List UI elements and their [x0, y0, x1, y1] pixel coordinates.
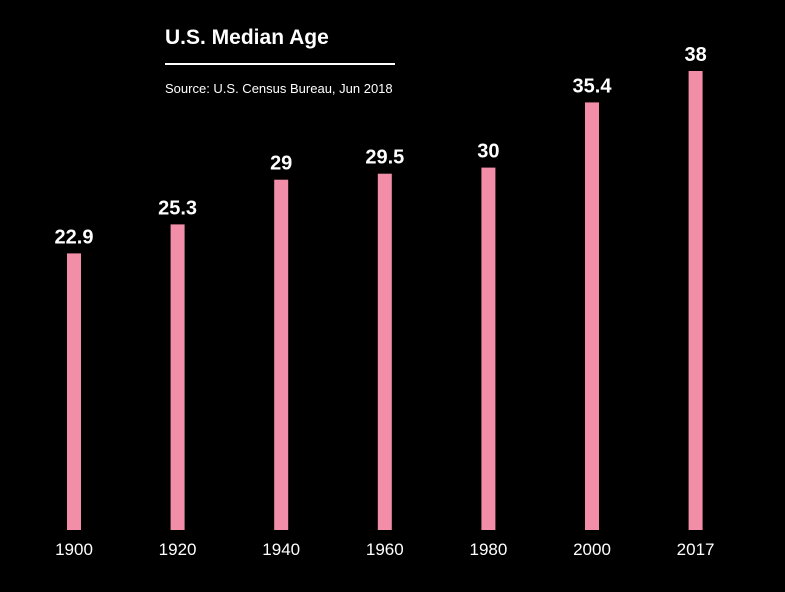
- bar-1920: [170, 224, 185, 530]
- value-label-1940: 29: [270, 153, 292, 175]
- title-rule: [165, 63, 395, 65]
- x-tick-1960: 1960: [366, 540, 404, 559]
- value-label-2017: 38: [684, 44, 706, 66]
- value-label-1900: 22.9: [55, 226, 94, 248]
- bar-1960: [377, 173, 392, 530]
- value-label-1920: 25.3: [158, 197, 197, 219]
- value-label-1960: 29.5: [365, 147, 404, 169]
- chart-title: U.S. Median Age: [165, 26, 329, 49]
- x-tick-1980: 1980: [469, 540, 507, 559]
- chart-source: Source: U.S. Census Bureau, Jun 2018: [165, 81, 393, 96]
- x-tick-1900: 1900: [55, 540, 93, 559]
- x-tick-2000: 2000: [573, 540, 611, 559]
- value-label-2000: 35.4: [573, 75, 613, 97]
- x-tick-1920: 1920: [159, 540, 197, 559]
- value-label-1980: 30: [477, 141, 499, 163]
- bar-2017: [688, 71, 703, 530]
- bar-2000: [585, 102, 599, 531]
- bar-1900: [67, 253, 81, 530]
- bar-1940: [274, 179, 289, 530]
- x-tick-2017: 2017: [677, 540, 715, 559]
- bar-1980: [481, 167, 496, 530]
- x-tick-1940: 1940: [262, 540, 300, 559]
